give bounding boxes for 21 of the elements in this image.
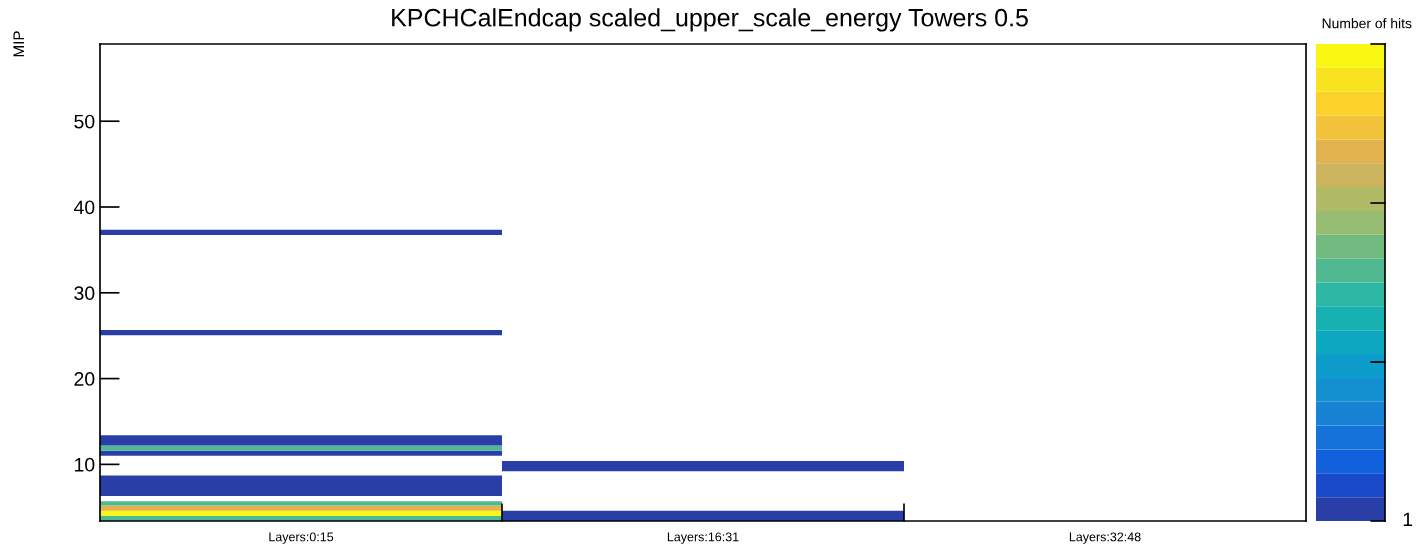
y-tick-label: 50: [74, 114, 95, 129]
text: 1: [1403, 512, 1413, 527]
y-tick-label: 20: [74, 372, 95, 386]
bar: [100, 330, 502, 336]
x-tick-label: Layers:0:15: [269, 532, 334, 544]
y-tick-label: 10: [75, 457, 95, 472]
bar: [100, 445, 502, 451]
bar: [100, 450, 502, 456]
chart-title: KPCHCalEndcap scaled_upper_scale_energy Towers 0.5: [392, 8, 1028, 32]
y-tick-label: 30: [74, 286, 95, 301]
bar: [100, 505, 502, 511]
bar: [100, 510, 502, 516]
y-axis-title: MIP: [13, 31, 24, 57]
x-tick-label: Layers:16:31: [667, 532, 739, 544]
color-bar-title: Number of hits: [1322, 18, 1412, 29]
bar: [100, 501, 502, 506]
x-tick-label: Layers:32:48: [1069, 532, 1141, 544]
bar: [100, 435, 502, 446]
bar: [100, 475, 502, 497]
y-tick-label: 40: [73, 200, 95, 215]
bar: [100, 229, 502, 235]
